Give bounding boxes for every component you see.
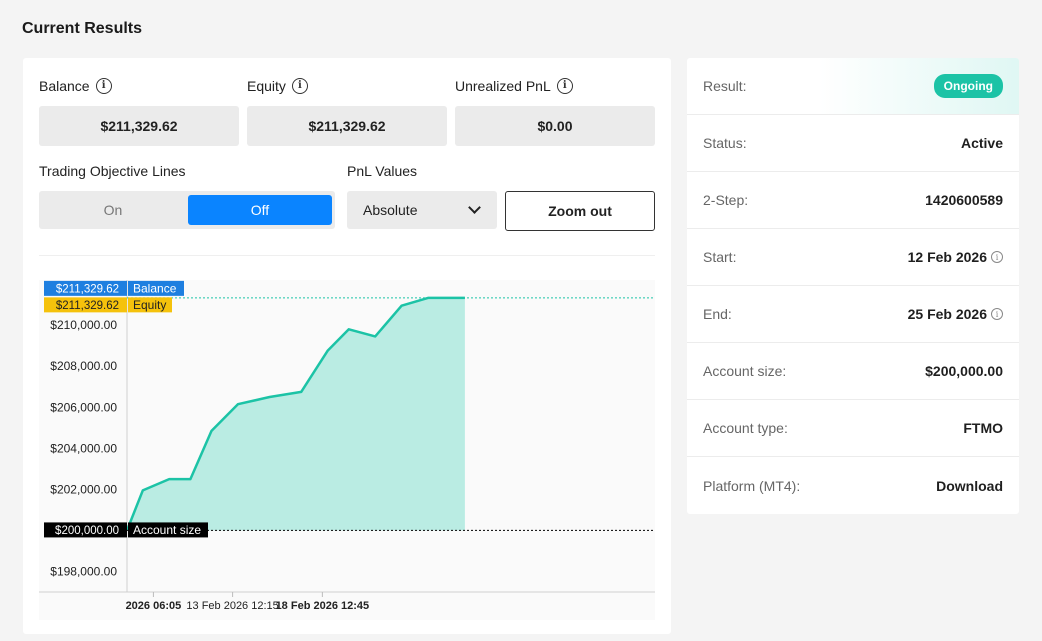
unrealized-pnl-label: Unrealized PnL i xyxy=(455,78,573,94)
equity-area xyxy=(127,297,465,531)
detail-value: 25 Feb 2026 i xyxy=(908,306,1003,322)
detail-row: Account size: $200,000.00 xyxy=(687,343,1019,400)
y-tick-label: $202,000.00 xyxy=(50,482,117,496)
detail-label: Status: xyxy=(703,135,747,151)
marker-name-label: Account size xyxy=(133,523,201,537)
y-tick-label: $198,000.00 xyxy=(50,564,117,578)
zoom-out-button[interactable]: Zoom out xyxy=(505,191,655,231)
download-link[interactable]: Download xyxy=(936,478,1003,494)
detail-row: Start: 12 Feb 2026 i xyxy=(687,229,1019,286)
detail-value-text: 25 Feb 2026 xyxy=(907,306,987,322)
info-icon[interactable]: i xyxy=(991,308,1003,320)
detail-label: 2-Step: xyxy=(703,192,749,208)
equity-label-text: Equity xyxy=(247,78,286,94)
marker-value-label: $211,329.62 xyxy=(56,283,119,295)
x-tick-label: 13 Feb 2026 12:15 xyxy=(186,600,278,612)
pnl-values-select[interactable]: Absolute xyxy=(347,191,497,229)
detail-label: Account size: xyxy=(703,363,787,379)
balance-label-text: Balance xyxy=(39,78,90,94)
objective-lines-toggle[interactable]: On Off xyxy=(39,191,335,229)
detail-value-text: 12 Feb 2026 xyxy=(907,249,987,265)
equity-value: $211,329.62 xyxy=(247,106,447,146)
detail-value-text: Download xyxy=(936,477,1003,494)
detail-row: Account type: FTMO xyxy=(687,400,1019,457)
detail-value-text: Ongoing xyxy=(943,79,993,93)
toggle-off-option[interactable]: Off xyxy=(188,195,332,225)
pnl-values-label: PnL Values xyxy=(347,163,418,179)
detail-value-text: FTMO xyxy=(963,420,1003,436)
balance-chart[interactable]: $198,000.00 $202,000.00 $204,000.00 $206,00… xyxy=(39,280,655,620)
detail-label: Account type: xyxy=(703,420,788,436)
objective-lines-label: Trading Objective Lines xyxy=(39,163,186,179)
marker-value-label: $211,329.62 xyxy=(56,300,119,312)
detail-value: $200,000.00 xyxy=(925,363,1003,379)
balance-line xyxy=(125,296,465,531)
chart-svg: $198,000.00 $202,000.00 $204,000.00 $206,00… xyxy=(39,280,655,612)
detail-row: End: 25 Feb 2026 i xyxy=(687,286,1019,343)
detail-label: End: xyxy=(703,306,732,322)
x-tick-label: 18 Feb 2026 12:45 xyxy=(276,600,370,612)
y-tick-label: $206,000.00 xyxy=(50,400,117,414)
balance-value: $211,329.62 xyxy=(39,106,239,146)
detail-value: FTMO xyxy=(963,420,1003,436)
page-title: Current Results xyxy=(22,20,143,37)
detail-value-text: Active xyxy=(960,135,1003,151)
detail-value-text: 1420600589 xyxy=(925,192,1003,208)
status-badge: Ongoing xyxy=(933,74,1003,98)
detail-label: Result: xyxy=(703,78,747,94)
detail-value-text: $200,000.00 xyxy=(925,363,1003,379)
info-icon[interactable]: i xyxy=(991,251,1003,263)
results-card: Balance i $211,329.62 Equity i $211,329.… xyxy=(23,58,671,634)
marker-value-label: $200,000.00 xyxy=(55,525,119,537)
pnl-values-selected: Absolute xyxy=(363,202,418,218)
y-tick-label: $204,000.00 xyxy=(50,441,117,455)
detail-row: 2-Step: 1420600589 xyxy=(687,172,1019,229)
y-tick-label: $208,000.00 xyxy=(50,359,117,373)
info-icon[interactable]: i xyxy=(291,78,308,94)
unrealized-pnl-label-text: Unrealized PnL xyxy=(455,78,551,94)
detail-row: Result: Ongoing xyxy=(687,58,1019,115)
marker-value-tag xyxy=(44,297,127,313)
chevron-down-icon xyxy=(468,201,481,214)
marker-name-tag xyxy=(128,280,184,296)
info-icon[interactable]: i xyxy=(556,78,573,94)
marker-name-tag xyxy=(128,522,208,538)
toggle-on-option[interactable]: On xyxy=(103,202,123,218)
x-tick-label: 2026 06:05 xyxy=(126,600,182,612)
detail-row: Status: Active xyxy=(687,115,1019,172)
details-card: Result: Ongoing Status: Active 2-Step: 142060… xyxy=(687,58,1019,514)
divider xyxy=(39,255,655,256)
marker-name-label: Balance xyxy=(133,281,177,295)
marker-value-tag xyxy=(44,280,127,296)
detail-label: Start: xyxy=(703,249,737,265)
detail-label: Platform (MT4): xyxy=(703,477,801,494)
info-icon[interactable]: i xyxy=(95,78,112,94)
y-tick-label: $210,000.00 xyxy=(50,318,117,332)
detail-value: 1420600589 xyxy=(925,192,1003,208)
detail-value: 12 Feb 2026 i xyxy=(908,249,1003,265)
unrealized-pnl-value: $0.00 xyxy=(455,106,655,146)
detail-value: Active xyxy=(961,135,1003,151)
marker-value-tag xyxy=(44,522,127,538)
marker-name-label: Equity xyxy=(133,298,166,312)
equity-label: Equity i xyxy=(247,78,308,94)
marker-name-tag xyxy=(128,297,172,313)
balance-label: Balance i xyxy=(39,78,112,94)
detail-row: Platform (MT4): Download xyxy=(687,457,1019,514)
